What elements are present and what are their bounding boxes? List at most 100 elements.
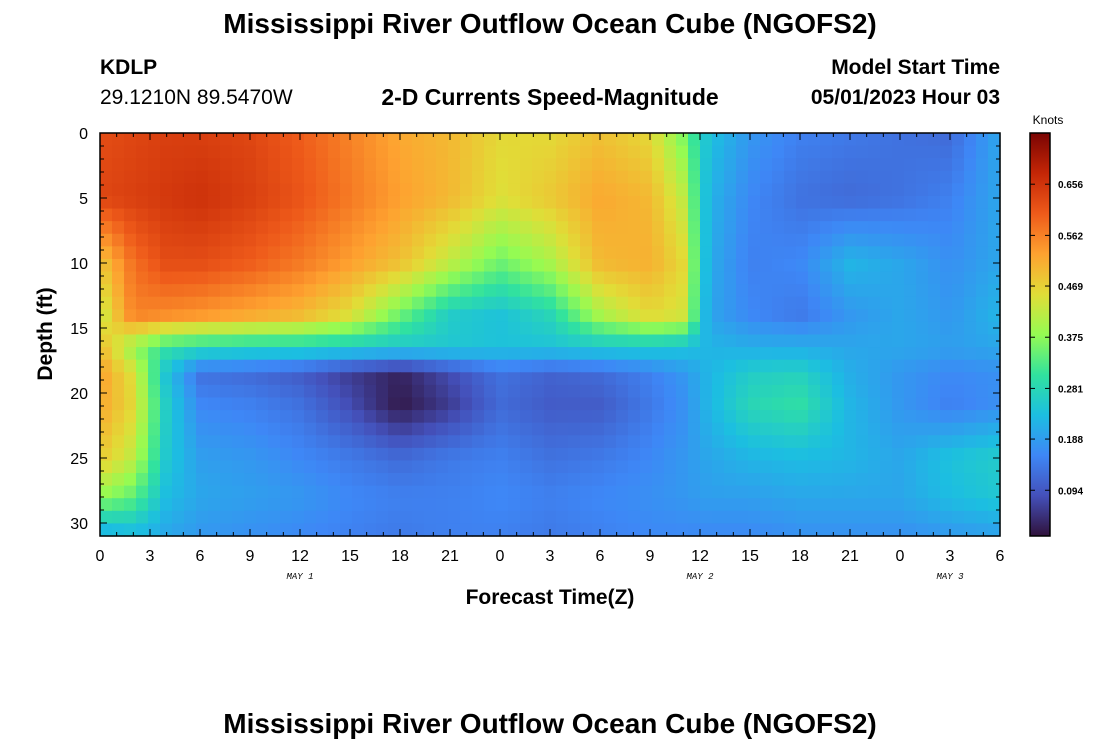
heatmap-cell xyxy=(856,133,869,147)
heatmap-cell xyxy=(172,422,185,436)
heatmap-cell xyxy=(484,384,497,399)
heatmap-cell xyxy=(376,133,389,147)
heatmap-cell xyxy=(388,133,401,147)
heatmap-cell xyxy=(616,321,629,336)
heatmap-cell xyxy=(256,246,269,260)
heatmap-cell xyxy=(412,447,425,462)
heatmap-cell xyxy=(712,347,725,361)
heatmap-cell xyxy=(484,435,497,449)
heatmap-cell xyxy=(208,271,221,285)
heatmap-cell xyxy=(820,485,833,499)
heatmap-cell xyxy=(124,372,137,386)
heatmap-cell xyxy=(460,523,473,537)
heatmap-cell xyxy=(220,321,233,336)
heatmap-cell xyxy=(928,523,941,537)
heatmap-cell xyxy=(808,183,821,197)
heatmap-cell xyxy=(832,397,845,411)
heatmap-cell xyxy=(868,334,881,348)
heatmap-cell xyxy=(640,397,653,411)
heatmap-cell xyxy=(364,195,377,210)
heatmap-cell xyxy=(292,170,305,184)
heatmap-cell xyxy=(808,347,821,361)
heatmap-cell xyxy=(208,170,221,184)
heatmap-cell xyxy=(652,410,665,424)
heatmap-cell xyxy=(628,208,641,222)
heatmap-cell xyxy=(112,473,125,487)
heatmap-cell xyxy=(796,460,809,474)
heatmap-cell xyxy=(520,183,533,197)
heatmap-cell xyxy=(808,309,821,323)
heatmap-cell xyxy=(184,246,197,260)
heatmap-cell xyxy=(352,195,365,210)
heatmap-cell xyxy=(508,258,521,273)
heatmap-cell xyxy=(916,145,929,159)
heatmap-cell xyxy=(688,271,701,285)
heatmap-cell xyxy=(448,435,461,449)
heatmap-cell xyxy=(784,485,797,499)
heatmap-cell xyxy=(964,221,977,235)
heatmap-cell xyxy=(784,397,797,411)
heatmap-cell xyxy=(880,359,893,373)
date-label: MAY 3 xyxy=(936,572,964,582)
heatmap-cell xyxy=(244,195,257,210)
heatmap-cell xyxy=(952,384,965,399)
heatmap-cell xyxy=(424,460,437,474)
heatmap-cell xyxy=(640,321,653,336)
heatmap-cell xyxy=(328,397,341,411)
heatmap-cell xyxy=(508,133,521,147)
heatmap-cell xyxy=(712,523,725,537)
heatmap-cell xyxy=(580,473,593,487)
heatmap-cell xyxy=(184,183,197,197)
heatmap-cell xyxy=(844,170,857,184)
heatmap-cell xyxy=(328,347,341,361)
y-tick-label: 20 xyxy=(70,386,88,403)
footer-title: Mississippi River Outflow Ocean Cube (NG… xyxy=(223,708,877,739)
heatmap-cell xyxy=(220,221,233,235)
heatmap-cell xyxy=(436,510,449,524)
heatmap-cell xyxy=(124,447,137,462)
heatmap-cell xyxy=(256,133,269,147)
heatmap-cell xyxy=(472,397,485,411)
heatmap-cell xyxy=(988,284,1001,298)
heatmap-cell xyxy=(976,347,989,361)
heatmap-cell xyxy=(424,170,437,184)
heatmap-cell xyxy=(964,359,977,373)
heatmap-cell xyxy=(376,410,389,424)
heatmap-cell xyxy=(124,359,137,373)
heatmap-cell xyxy=(988,183,1001,197)
heatmap-cell xyxy=(652,208,665,222)
heatmap-cell xyxy=(640,309,653,323)
heatmap-cell xyxy=(664,422,677,436)
heatmap-cell xyxy=(124,473,137,487)
heatmap-cell xyxy=(184,422,197,436)
heatmap-cell xyxy=(760,435,773,449)
heatmap-cell xyxy=(976,334,989,348)
heatmap-cell xyxy=(520,195,533,210)
heatmap-cell xyxy=(568,422,581,436)
heatmap-cell xyxy=(424,296,437,310)
heatmap-cell xyxy=(628,523,641,537)
heatmap-cell xyxy=(196,473,209,487)
heatmap-cell xyxy=(652,233,665,247)
heatmap-cell xyxy=(568,410,581,424)
heatmap-cell xyxy=(796,447,809,462)
heatmap-cell xyxy=(244,359,257,373)
heatmap-cell xyxy=(556,384,569,399)
heatmap-cell xyxy=(844,221,857,235)
heatmap-cell xyxy=(712,397,725,411)
heatmap-cell xyxy=(436,296,449,310)
heatmap-cell xyxy=(292,523,305,537)
heatmap-cell xyxy=(460,347,473,361)
heatmap-cell xyxy=(208,372,221,386)
heatmap-cell xyxy=(868,321,881,336)
heatmap-cell xyxy=(112,422,125,436)
heatmap-cell xyxy=(952,498,965,512)
heatmap-cell xyxy=(568,271,581,285)
heatmap-cell xyxy=(472,422,485,436)
heatmap-cell xyxy=(568,397,581,411)
heatmap-cell xyxy=(856,246,869,260)
heatmap-cell xyxy=(592,271,605,285)
heatmap-cell xyxy=(832,359,845,373)
heatmap-cell xyxy=(652,158,665,172)
heatmap-cell xyxy=(772,347,785,361)
